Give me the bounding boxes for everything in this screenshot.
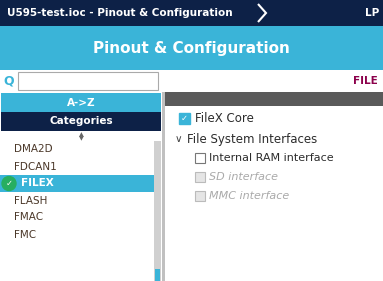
- Text: ✓: ✓: [181, 114, 188, 123]
- Bar: [195, 153, 205, 163]
- Text: FileX Core: FileX Core: [195, 112, 254, 125]
- Text: FDCAN1: FDCAN1: [14, 162, 57, 171]
- Bar: [155, 269, 160, 281]
- Bar: [165, 92, 383, 281]
- Bar: [0, 0, 383, 26]
- Text: File System Interfaces: File System Interfaces: [187, 133, 317, 146]
- Text: Pinout & Configuration: Pinout & Configuration: [93, 40, 290, 56]
- Bar: [195, 191, 205, 201]
- Bar: [154, 141, 161, 281]
- Text: DMA2D: DMA2D: [14, 144, 52, 155]
- Text: FILEX: FILEX: [21, 178, 54, 189]
- Bar: [0, 192, 154, 209]
- Text: ∨: ∨: [175, 134, 183, 144]
- Text: Categories: Categories: [49, 117, 113, 126]
- Text: ▼: ▼: [79, 137, 83, 142]
- Text: FLASH: FLASH: [14, 196, 47, 205]
- Text: ▲: ▲: [79, 133, 83, 137]
- Bar: [1, 93, 161, 112]
- Text: ✓: ✓: [5, 179, 13, 188]
- Text: FILE: FILE: [353, 76, 378, 86]
- Bar: [18, 72, 158, 90]
- Bar: [0, 70, 383, 92]
- Bar: [0, 175, 154, 192]
- Bar: [0, 92, 162, 281]
- Bar: [0, 141, 154, 158]
- Text: FMC: FMC: [14, 230, 36, 239]
- Bar: [0, 158, 154, 175]
- Text: MMC interface: MMC interface: [209, 191, 289, 201]
- Bar: [0, 209, 154, 226]
- Text: Q: Q: [4, 74, 14, 87]
- Bar: [0, 226, 154, 243]
- Text: SD interface: SD interface: [209, 172, 278, 182]
- Text: U595-test.ioc - Pinout & Configuration: U595-test.ioc - Pinout & Configuration: [7, 8, 232, 18]
- Circle shape: [2, 176, 16, 191]
- Text: Internal RAM interface: Internal RAM interface: [209, 153, 334, 163]
- Bar: [165, 92, 383, 106]
- Bar: [162, 92, 165, 281]
- Text: A->Z: A->Z: [67, 98, 95, 108]
- Bar: [179, 113, 190, 124]
- Text: LP: LP: [365, 8, 379, 18]
- Bar: [1, 112, 161, 131]
- Bar: [0, 26, 383, 70]
- Text: FMAC: FMAC: [14, 212, 43, 223]
- Bar: [195, 172, 205, 182]
